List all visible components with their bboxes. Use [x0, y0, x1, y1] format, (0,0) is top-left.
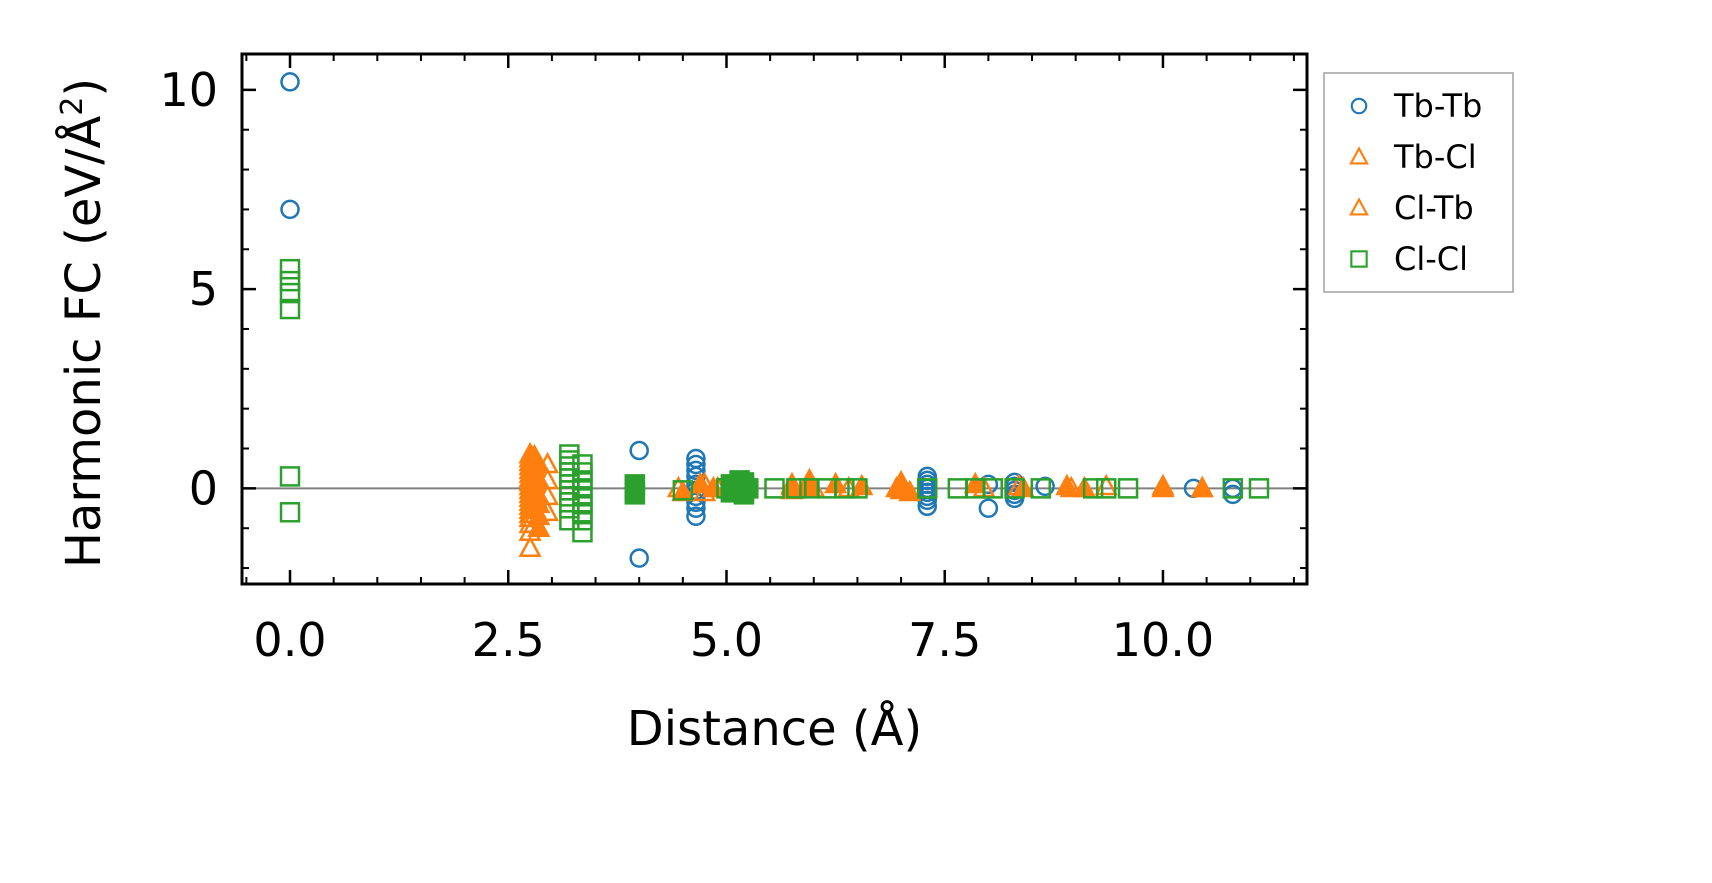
legend-items: Tb-Tb Tb-Cl Cl-Tb Cl-Cl — [1349, 87, 1482, 278]
data-point — [629, 548, 649, 568]
legend-marker — [1350, 97, 1368, 115]
major-ticks — [242, 54, 1307, 584]
data-point — [686, 454, 706, 475]
y-axis-title-close: ) — [56, 78, 112, 97]
data-point — [279, 282, 301, 304]
series-cl-cl-filled — [624, 470, 759, 505]
y-axis-title-superscript: 2 — [55, 97, 90, 116]
data-point — [1095, 478, 1117, 499]
data-point — [1030, 478, 1051, 499]
data-point — [982, 478, 1003, 499]
legend-label: Cl-Tb — [1394, 189, 1474, 227]
x-axis-title: Distance (Å) — [627, 700, 922, 757]
y-tick-label: 5 — [189, 262, 218, 316]
y-tick-labels: 0 5 10 — [159, 63, 218, 515]
y-axis-title-main: Harmonic FC (eV/Å — [55, 116, 112, 569]
data-point — [963, 471, 987, 494]
data-point — [1248, 478, 1270, 499]
y-axis-title: Harmonic FC (eV/Å2) — [55, 78, 112, 568]
data-point — [279, 270, 301, 292]
legend-label: Cl-Cl — [1394, 240, 1468, 278]
data-points — [279, 72, 1270, 568]
data-point — [279, 298, 301, 320]
legend-entry: Cl-Tb — [1349, 189, 1474, 227]
data-point — [624, 484, 646, 505]
data-point — [280, 72, 300, 92]
series-cl-cl — [279, 258, 1270, 543]
data-point — [686, 460, 706, 481]
data-point — [572, 509, 593, 531]
x-tick-label: 7.5 — [908, 613, 981, 667]
data-point — [1151, 473, 1175, 496]
data-point — [280, 199, 300, 220]
legend-entry: Tb-Tb — [1350, 87, 1482, 125]
data-point — [978, 498, 999, 519]
legend-entry: Tb-Cl — [1349, 138, 1477, 176]
data-point — [1055, 473, 1079, 496]
data-point — [738, 478, 759, 499]
data-point — [629, 440, 649, 461]
legend-marker — [1350, 250, 1368, 268]
legend: Tb-Tb Tb-Cl Cl-Tb Cl-Cl — [1323, 72, 1514, 293]
data-point — [1004, 478, 1025, 499]
data-point — [686, 492, 706, 513]
data-point — [889, 469, 913, 492]
data-point — [834, 478, 855, 499]
x-tick-label: 0.0 — [253, 613, 326, 667]
data-point — [279, 258, 301, 280]
data-point — [279, 502, 301, 523]
data-point — [847, 478, 868, 499]
data-point — [1222, 478, 1244, 499]
x-tick-labels: 0.0 2.5 5.0 7.5 10.0 — [253, 613, 1214, 667]
data-point — [279, 466, 301, 487]
data-point — [786, 478, 807, 499]
data-point — [518, 535, 542, 557]
x-tick-label: 2.5 — [472, 613, 545, 667]
data-point — [686, 506, 706, 527]
legend-label: Tb-Cl — [1393, 138, 1477, 176]
y-tick-label: 10 — [159, 63, 218, 117]
data-point — [1082, 478, 1104, 499]
x-tick-label: 10.0 — [1112, 613, 1214, 667]
data-point — [917, 478, 938, 499]
plot-area-frame — [240, 52, 1309, 586]
data-point — [527, 515, 551, 538]
data-point — [688, 471, 712, 494]
y-tick-label: 0 — [189, 461, 218, 515]
data-point — [672, 480, 694, 501]
legend-entry: Cl-Cl — [1350, 240, 1468, 278]
x-tick-label: 5.0 — [690, 613, 763, 667]
legend-label: Tb-Tb — [1393, 87, 1482, 125]
data-point — [764, 478, 785, 499]
legend-marker — [1349, 146, 1369, 165]
data-point — [559, 498, 580, 519]
data-point — [1035, 476, 1055, 497]
legend-frame — [1323, 72, 1514, 293]
data-point — [1190, 475, 1214, 498]
data-point — [1117, 478, 1139, 499]
data-point — [898, 479, 922, 502]
legend-marker — [1349, 197, 1369, 216]
data-point — [572, 521, 593, 543]
